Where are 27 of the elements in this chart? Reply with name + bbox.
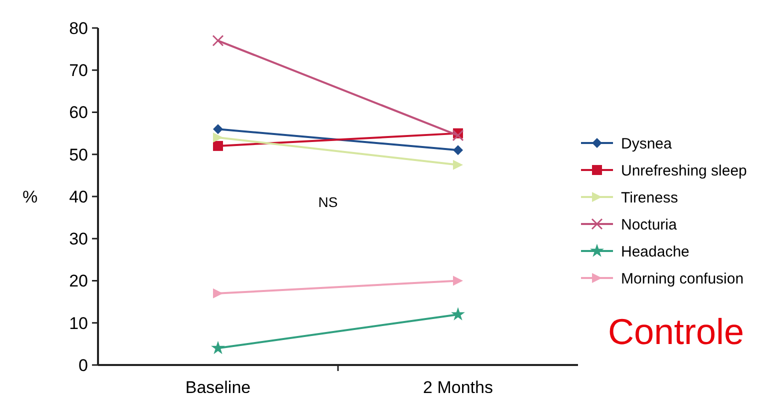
- y-tick-label: 80: [69, 18, 88, 38]
- y-tick-label: 70: [69, 61, 88, 80]
- y-tick-label: 30: [69, 230, 88, 249]
- x-tick-label: 2 Months: [423, 378, 493, 397]
- text: Controle: [608, 311, 744, 352]
- y-tick-label: 10: [69, 314, 88, 333]
- y-tick-label: 50: [69, 145, 88, 164]
- y-tick-label: 20: [69, 272, 88, 291]
- point: [453, 145, 463, 156]
- point: [212, 34, 224, 46]
- point: [213, 124, 223, 134]
- y-tick-label: 0: [78, 356, 88, 375]
- point: [213, 140, 223, 151]
- y-axis-title: %: [22, 187, 38, 206]
- point: [452, 130, 464, 142]
- y-tick-label: 60: [69, 103, 88, 122]
- point: [211, 340, 225, 354]
- annotation: NS: [318, 194, 338, 210]
- legend-label: Morning confusion: [621, 270, 744, 288]
- legend-label: Nocturia: [621, 216, 678, 234]
- legend-label: Tireness: [621, 189, 678, 206]
- legend-label: Dysnea: [621, 135, 673, 152]
- legend-label: Headache: [621, 243, 690, 260]
- legend-label: Unrefreshing sleep: [621, 162, 747, 180]
- point: [451, 307, 465, 320]
- y-tick-label: 40: [69, 187, 88, 206]
- x-tick-label: Baseline: [185, 378, 251, 397]
